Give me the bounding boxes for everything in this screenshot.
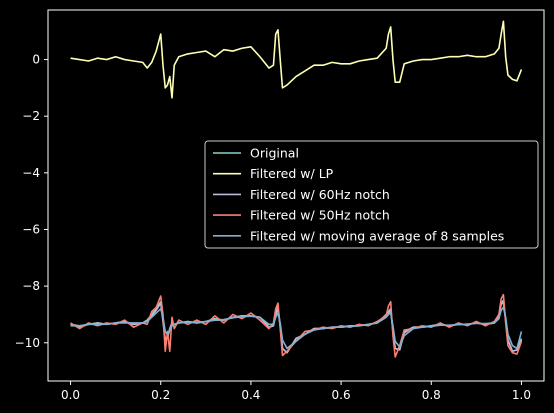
legend: Original Filtered w/ LP Filtered w/ 60Hz n… [204,140,539,249]
y-tick-label: 0 [32,53,40,67]
x-tick-label: 0.0 [61,388,80,402]
y-tick-label: −10 [15,336,40,350]
y-tick-label: −2 [22,109,40,123]
legend-entry: Original [250,146,299,161]
plot-frame [47,9,545,382]
y-tick-label: −6 [22,222,40,236]
x-tick-label: 0.2 [151,388,170,402]
series-line-5 [70,306,523,350]
x-tick-label: 0.6 [332,388,351,402]
x-tick-label: 0.4 [241,388,260,402]
x-axis: 0.0 0.2 0.4 0.6 0.8 1.0 [61,381,531,402]
legend-entry: Filtered w/ LP [250,166,334,181]
series-line-2 [70,20,523,99]
plot-lines [70,20,523,358]
legend-box [204,140,539,249]
legend-entry: Filtered w/ 60Hz notch [250,187,390,202]
legend-entry: Filtered w/ 50Hz notch [250,208,390,223]
x-tick-label: 0.8 [422,388,441,402]
y-axis: 0 −2 −4 −6 −8 −10 [15,53,48,350]
y-tick-label: −8 [22,279,40,293]
y-tick-label: −4 [22,166,40,180]
x-tick-label: 1.0 [512,388,531,402]
legend-entry: Filtered w/ moving average of 8 samples [250,228,504,243]
